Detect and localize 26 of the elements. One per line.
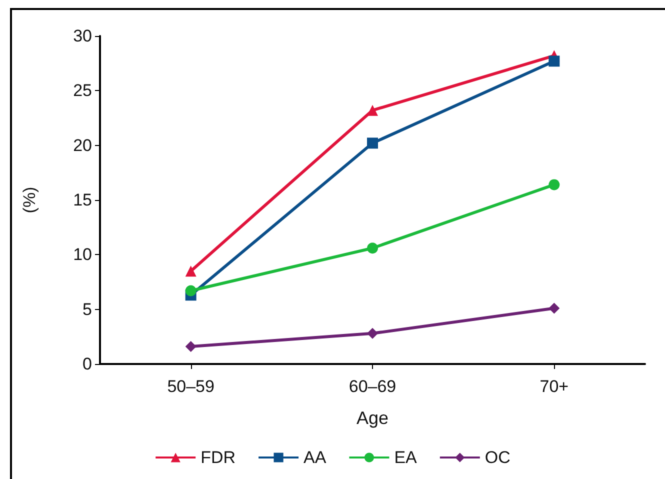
y-axis-title: (%) <box>20 186 39 214</box>
x-tick-label: 70+ <box>540 377 569 396</box>
x-tick-label: 60–69 <box>348 377 396 396</box>
point <box>367 328 378 339</box>
point <box>367 104 378 116</box>
y-tick-label: 10 <box>73 245 92 264</box>
y-tick-label: 25 <box>73 81 92 100</box>
y-tick-label: 30 <box>73 26 92 46</box>
point <box>185 285 196 296</box>
point <box>185 266 196 277</box>
y-tick-label: 15 <box>73 190 92 210</box>
point <box>548 56 560 67</box>
legend-label: FDR <box>200 448 236 467</box>
point <box>548 179 560 190</box>
x-tick-label: 50–59 <box>167 377 214 396</box>
point <box>185 341 196 352</box>
point <box>367 138 378 149</box>
legend-label: EA <box>394 448 418 467</box>
legend-label: AA <box>304 448 327 467</box>
legend-label: OC <box>484 448 510 467</box>
y-tick-label: 5 <box>82 300 92 319</box>
point <box>367 242 378 254</box>
y-tick-label: 0 <box>82 354 92 374</box>
x-axis-title: Age <box>356 408 389 428</box>
y-tick-label: 20 <box>73 136 92 155</box>
point <box>548 302 560 314</box>
